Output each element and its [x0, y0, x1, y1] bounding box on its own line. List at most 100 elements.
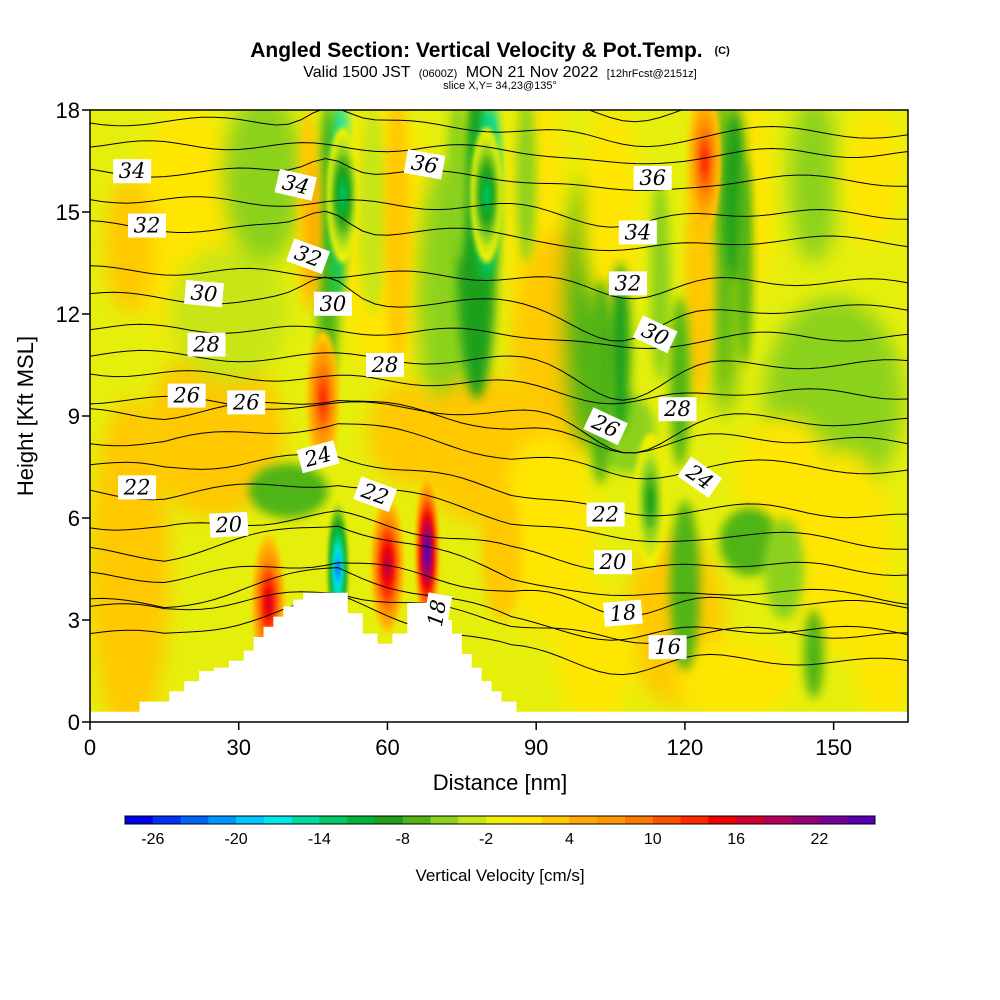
contour-label-text: 34	[119, 159, 146, 183]
colorbar: -26 -20 -14 -8 -2 4 10 16 22	[124, 815, 876, 848]
contour-label-box	[618, 220, 657, 245]
colorbar-swatch	[847, 816, 876, 824]
contour-label: 28	[658, 397, 697, 422]
contour-label-text: 28	[663, 397, 691, 421]
contour-label: 28	[366, 353, 404, 377]
valid-utc: (0600Z)	[419, 68, 458, 80]
field-plume	[516, 110, 537, 263]
y-tick-label: 6	[68, 506, 80, 531]
contour-label: 18	[421, 592, 453, 634]
field-feature-ring	[702, 149, 708, 173]
field-background-blob	[674, 637, 794, 719]
contour-label-box	[677, 456, 723, 498]
colorbar-swatch	[625, 816, 654, 824]
colorbar-swatch	[125, 816, 154, 824]
isentrope-26	[90, 395, 908, 454]
isentrope-20	[90, 525, 908, 605]
contour-label-box	[184, 279, 224, 308]
colorbar-swatch	[680, 816, 709, 824]
colorbar-tick-label: -20	[225, 831, 248, 848]
contour-label-box	[403, 149, 446, 180]
contour-label-text: 26	[172, 384, 200, 408]
x-tick-label: 120	[667, 735, 704, 760]
contour-label-box	[602, 599, 643, 627]
contour-label-box	[113, 159, 152, 184]
field-plume	[588, 280, 614, 484]
field-background-blob	[580, 110, 641, 314]
valid-forecast: [12hrFcst@2151z]	[607, 68, 697, 80]
field-plume	[610, 263, 631, 433]
colorbar-tick-label: 22	[811, 831, 829, 848]
field-feature-updraft	[688, 110, 721, 229]
contour-label-box	[296, 440, 340, 474]
colorbar-swatch	[152, 816, 181, 824]
chart-title-units: (C)	[714, 45, 730, 57]
contour-label-box	[648, 635, 687, 660]
contour-label-box	[209, 511, 249, 538]
contour-label-box	[421, 592, 453, 634]
contour-label-text: 28	[192, 333, 220, 357]
contour-label: 26	[167, 383, 206, 408]
chart-valid-line: Valid 1500 JST (0600Z) MON 21 Nov 2022 […	[303, 64, 696, 81]
contour-label-box	[594, 550, 632, 575]
field-plume	[670, 297, 690, 467]
field-background-blob	[719, 507, 780, 576]
x-tick-label: 90	[524, 735, 548, 760]
contour-label-text: 34	[624, 220, 651, 244]
field-feature-downdraft	[634, 433, 667, 569]
field-feature-ring	[484, 185, 489, 205]
contour-label: 34	[618, 220, 657, 245]
contour-label: 32	[286, 238, 331, 274]
colorbar-swatch	[819, 816, 848, 824]
field-plume	[446, 110, 467, 263]
field-background-blob	[789, 110, 839, 263]
chart-title: Angled Section: Vertical Velocity & Pot.…	[250, 39, 730, 62]
field-feature-downdraft	[470, 127, 503, 263]
contour-label-box	[633, 166, 672, 190]
colorbar-swatch	[708, 816, 737, 824]
isentrope-18	[90, 567, 908, 641]
contour-label-text: 20	[599, 550, 627, 574]
contour-label-box	[128, 213, 166, 238]
contour-label-text: 18	[423, 598, 451, 628]
colorbar-swatch	[180, 816, 209, 824]
colorbar-swatch	[652, 816, 681, 824]
field-plume	[357, 110, 388, 314]
colorbar-swatch	[597, 816, 626, 824]
isentrope-30	[90, 276, 908, 342]
x-tick-label: 30	[226, 735, 250, 760]
isentrope-intermediate	[90, 562, 908, 617]
valid-date: MON 21 Nov 2022	[466, 64, 599, 81]
field-background-blob	[367, 382, 447, 484]
colorbar-swatch	[319, 816, 348, 824]
contour-label-box	[586, 502, 625, 527]
field-feature-ring	[647, 487, 654, 515]
contour-label-text: 28	[371, 353, 399, 377]
contour-label: 20	[209, 511, 249, 538]
field-feature-ring	[340, 185, 346, 205]
y-axis-label: Height [Kft MSL]	[13, 336, 38, 496]
field-background-blob	[248, 463, 328, 518]
colorbar-tick-label: 16	[727, 831, 745, 848]
colorbar-swatch	[569, 816, 598, 824]
contour-label-text: 30	[190, 280, 219, 306]
colorbar-swatch	[208, 816, 237, 824]
contour-label-box	[187, 332, 226, 357]
field-feature-ring	[425, 546, 429, 558]
contour-label-text: 34	[280, 170, 311, 199]
field-background-blob	[496, 433, 596, 637]
contour-label-box	[118, 475, 157, 500]
y-tick-label: 18	[56, 98, 80, 123]
colorbar-swatch	[458, 816, 487, 824]
field-feature-ring	[266, 594, 271, 612]
contour-label-text: 18	[609, 600, 638, 626]
contour-label-box	[632, 315, 678, 354]
contour-label-box	[227, 390, 266, 415]
contour-label-text: 36	[639, 166, 666, 190]
colorbar-swatch	[513, 816, 543, 824]
y-tick-label: 3	[68, 608, 80, 633]
isentrope-intermediate	[90, 196, 908, 228]
colorbar-tick-label: 4	[565, 831, 574, 848]
